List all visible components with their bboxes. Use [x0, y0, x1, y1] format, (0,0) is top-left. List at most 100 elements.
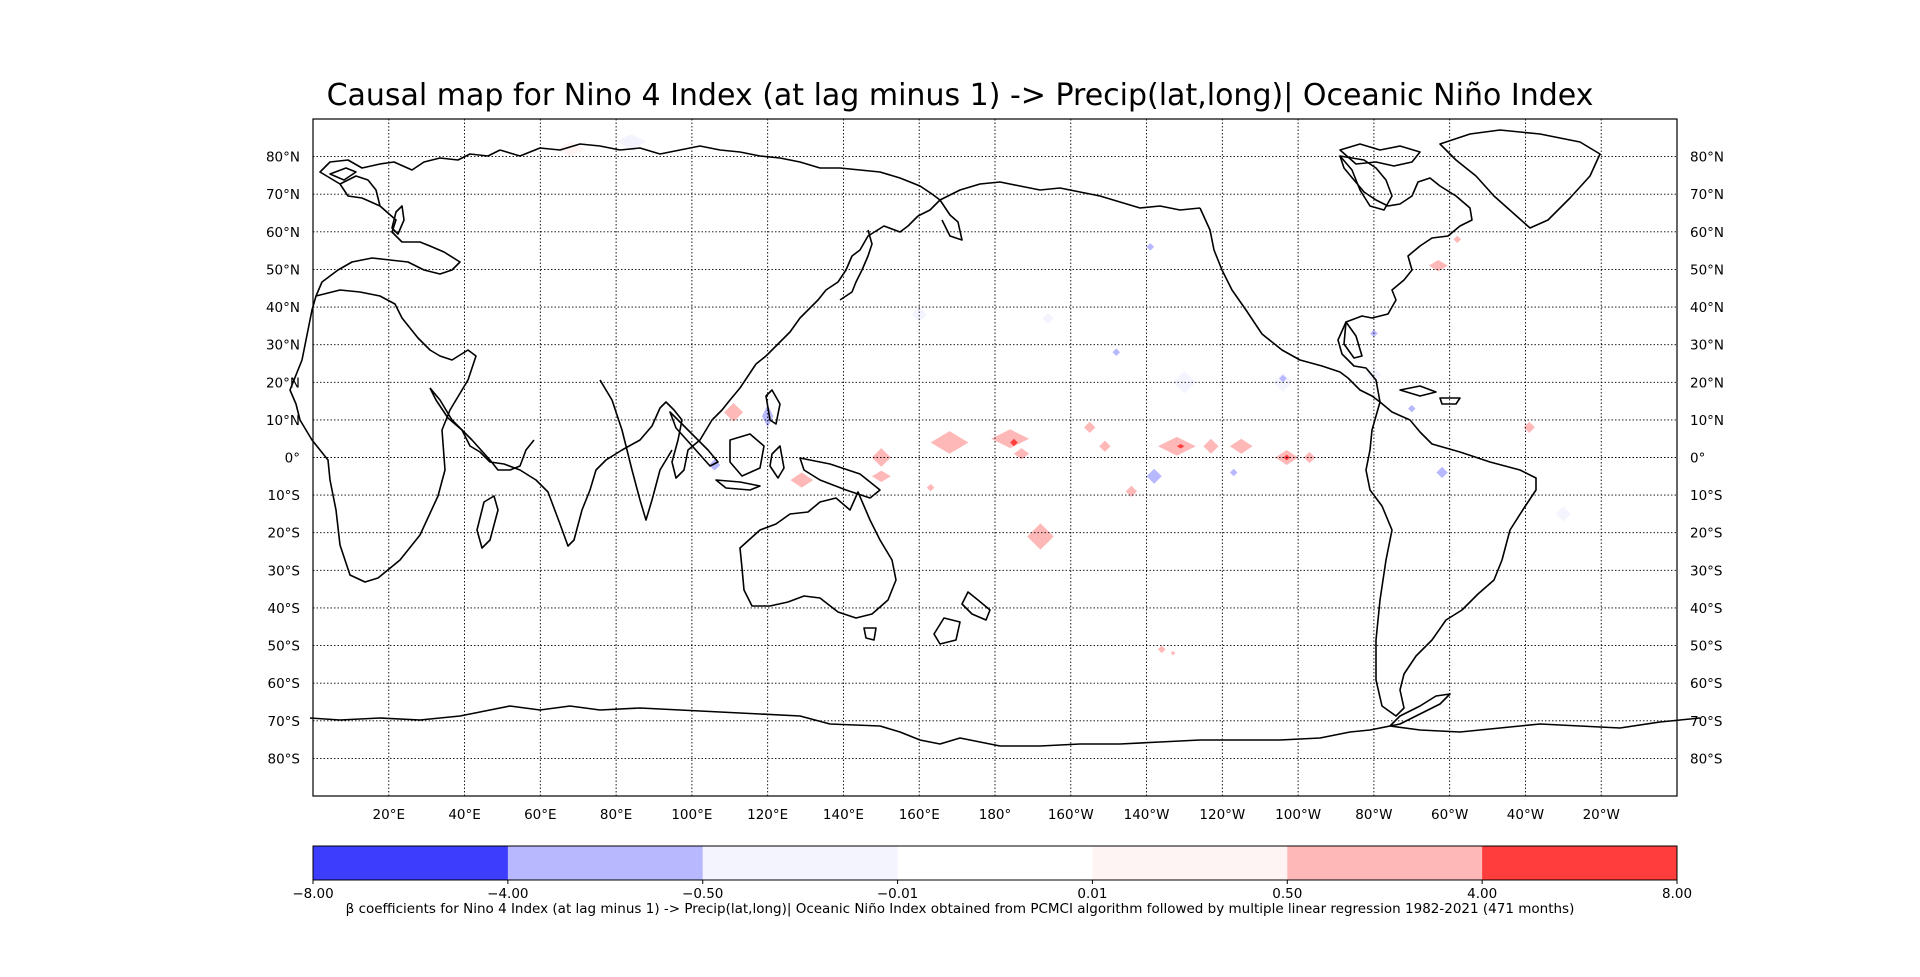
colorbar-segment — [1092, 846, 1288, 880]
coastline-caribbean — [1399, 385, 1461, 405]
contour-patch-34 — [1157, 645, 1166, 654]
coastline-japan — [839, 229, 873, 301]
coastline-sulawesi — [769, 445, 785, 479]
contour-patch-37 — [911, 307, 927, 323]
lat-label-left: 20°S — [268, 526, 301, 542]
gridlines — [313, 119, 1677, 796]
contour-patch-3 — [790, 472, 814, 488]
coastlines — [289, 129, 1701, 747]
contour-patch-29 — [1428, 260, 1448, 272]
colorbar-segment — [507, 846, 704, 880]
coastline-kamchatka — [939, 199, 963, 241]
lon-label: 120°W — [1199, 807, 1245, 823]
coastline-south-america — [1365, 401, 1537, 717]
lat-label-right: 50°N — [1690, 262, 1724, 278]
lon-label: 100°E — [671, 807, 712, 823]
lat-label-right: 30°S — [1690, 563, 1723, 579]
lat-label-right: 10°S — [1690, 488, 1723, 504]
contour-patch-36 — [1042, 312, 1054, 324]
contour-patch-14 — [1146, 468, 1162, 484]
lat-label-left: 80°S — [268, 751, 301, 767]
longitude-labels-bottom: 20°E 40°E 60°E 80°E 100°E 120°E 140°E 160°E 180°… — [373, 807, 1620, 823]
coastline-new-guinea — [799, 457, 881, 499]
contour-patch-5 — [871, 470, 891, 482]
lat-label-right: 50°S — [1690, 639, 1723, 655]
lon-label: 60°W — [1431, 807, 1468, 823]
contour-patch-22 — [1229, 468, 1238, 477]
contour-patch-6 — [930, 431, 969, 454]
lat-label-left: 30°N — [266, 338, 300, 354]
lat-label-left: 30°S — [268, 563, 301, 579]
contour-patch-21 — [1303, 451, 1316, 464]
coastline-arctic-islands — [1339, 143, 1421, 167]
lat-label-right: 80°N — [1690, 150, 1724, 166]
lat-label-right: 60°S — [1690, 676, 1723, 692]
lon-label: 140°W — [1124, 807, 1170, 823]
lat-label-left: 20°N — [266, 375, 300, 391]
lat-label-right: 70°N — [1690, 187, 1724, 203]
lat-label-left: 70°S — [268, 714, 301, 730]
contour-patch-8 — [1010, 438, 1018, 447]
coastline-borneo — [729, 433, 765, 477]
contour-patch-16 — [1176, 443, 1185, 449]
lon-label: 40°E — [448, 807, 480, 823]
contour-patch-7 — [991, 429, 1030, 449]
contour-patch-10 — [1027, 523, 1054, 550]
contour-patch-0 — [724, 402, 744, 422]
coastline-greenland — [1439, 129, 1601, 229]
colorbar-segment — [897, 846, 1093, 880]
colorbar-tick-label: −4.00 — [487, 886, 528, 902]
coastline-tasmania — [863, 627, 877, 641]
colorbar-tick-label: 0.01 — [1077, 886, 1107, 902]
contour-patch-32 — [1112, 348, 1121, 356]
coastline-africa — [289, 289, 477, 583]
coastline-australia — [739, 491, 897, 619]
lat-label-left: 10°N — [266, 413, 300, 429]
lat-label-left: 0° — [285, 451, 300, 467]
contour-patch-26 — [1407, 404, 1416, 413]
coastline-asia-east — [755, 215, 919, 365]
lon-label: 40°W — [1507, 807, 1544, 823]
coastline-alaska — [939, 181, 1201, 211]
contour-patch-9 — [1013, 448, 1030, 460]
coastline-java — [715, 479, 761, 491]
coastline-new-zealand — [933, 591, 991, 645]
coastline-india — [599, 379, 673, 521]
lat-label-right: 10°N — [1690, 413, 1724, 429]
contour-patch-13 — [1125, 485, 1138, 497]
contour-patch-28 — [1523, 421, 1535, 434]
lon-label: 120°E — [747, 807, 788, 823]
lon-label: 80°E — [600, 807, 632, 823]
map-title: Causal map for Nino 4 Index (at lag minu… — [326, 78, 1594, 113]
lat-label-left: 40°S — [268, 601, 301, 617]
coastline-iceland — [329, 167, 357, 181]
colorbar-segment — [1287, 846, 1483, 880]
coastline-north-america-west — [1199, 207, 1381, 403]
colorbar-border — [312, 845, 1678, 881]
colorbar-segment — [313, 846, 509, 880]
lat-label-right: 40°N — [1690, 300, 1724, 316]
colorbar-tick-labels: −8.00 −4.00 −0.50 −0.01 0.01 0.50 4.00 8.00 — [292, 880, 1692, 902]
coastline-madagascar — [476, 495, 499, 549]
lat-label-left: 10°S — [268, 488, 301, 504]
map-frame — [312, 118, 1678, 797]
lon-label: 180° — [979, 807, 1012, 823]
lon-label: 160°W — [1048, 807, 1094, 823]
lat-label-left: 60°S — [268, 676, 301, 692]
contour-patch-42 — [616, 134, 647, 150]
coastline-hudson-bay — [1339, 155, 1393, 211]
contour-patch-25 — [1279, 374, 1287, 383]
colorbar — [312, 845, 1678, 881]
coastline-arabia — [429, 387, 535, 471]
contour-patch-33 — [926, 483, 935, 492]
contour-patch-17 — [1203, 438, 1219, 454]
colorbar-segment — [1482, 846, 1678, 880]
colorbar-tick-label: 0.50 — [1272, 886, 1302, 902]
contour-patch-18 — [1229, 438, 1253, 454]
lon-label: 80°W — [1355, 807, 1392, 823]
contour-patch-1 — [761, 404, 774, 428]
colorbar-segment — [702, 846, 899, 880]
lat-label-right: 70°S — [1690, 714, 1723, 730]
lat-label-left: 40°N — [266, 300, 300, 316]
